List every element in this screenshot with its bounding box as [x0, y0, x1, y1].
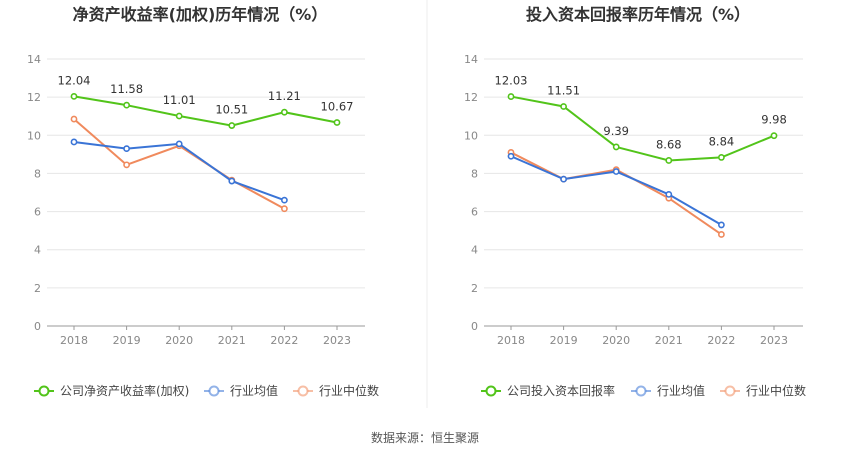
data-point	[70, 92, 78, 100]
data-point	[718, 231, 725, 238]
chart-title: 投入资本回报率历年情况（%）	[526, 5, 750, 24]
legend-item-3: 行业中位数	[720, 383, 806, 398]
y-tick-label: 4	[471, 244, 478, 257]
y-tick-label: 4	[34, 244, 41, 257]
data-point	[507, 93, 515, 100]
legend-marker	[297, 385, 309, 397]
data-point	[612, 168, 620, 175]
data-point	[228, 177, 236, 185]
data-label: 11.21	[268, 89, 301, 103]
legend-marker	[635, 385, 647, 397]
data-point	[333, 119, 341, 126]
series-line-3	[510, 151, 722, 236]
data-point	[228, 122, 236, 129]
y-tick-label: 0	[34, 320, 41, 333]
data-label: 10.67	[321, 100, 354, 114]
data-label: 8.68	[656, 137, 682, 151]
data-point	[123, 101, 130, 109]
series-line-1	[510, 95, 775, 162]
series-line-3	[73, 118, 285, 210]
y-tick-label: 2	[34, 282, 41, 295]
y-tick-label: 12	[464, 91, 478, 104]
x-tick-label: 2018	[60, 334, 88, 347]
y-tick-label: 0	[471, 320, 478, 333]
legend-item-2: 行业均值	[204, 383, 278, 398]
data-point	[175, 140, 183, 148]
legend-item-1: 公司投入资本回报率	[481, 383, 615, 398]
data-point	[280, 108, 288, 116]
y-tick-label: 8	[34, 167, 41, 180]
legend-label: 公司投入资本回报率	[507, 383, 615, 398]
legend-marker	[38, 385, 50, 397]
y-tick-label: 10	[464, 129, 478, 142]
x-tick-label: 2021	[218, 334, 246, 347]
data-point	[123, 161, 130, 169]
data-label: 12.03	[495, 74, 528, 88]
y-tick-label: 6	[34, 206, 41, 219]
data-point	[665, 157, 673, 164]
data-point	[507, 152, 515, 160]
legend-label: 行业中位数	[319, 383, 379, 398]
legend-label: 公司净资产收益率(加权)	[60, 383, 189, 398]
data-point	[560, 103, 567, 110]
data-point	[718, 221, 725, 229]
data-label: 12.04	[58, 73, 91, 87]
legend-label: 行业均值	[230, 383, 278, 398]
data-point	[123, 145, 130, 153]
x-tick-label: 2018	[497, 334, 525, 347]
x-tick-label: 2020	[165, 334, 193, 347]
source-text: 数据来源：恒生聚源	[371, 430, 479, 445]
x-tick-label: 2019	[550, 334, 578, 347]
data-point	[280, 196, 288, 204]
data-point	[175, 112, 183, 120]
legend-marker	[485, 385, 497, 397]
x-tick-label: 2023	[323, 334, 351, 347]
data-point	[665, 191, 673, 198]
data-point	[718, 154, 725, 161]
data-label: 9.98	[761, 113, 787, 127]
data-label: 10.51	[215, 103, 248, 117]
x-tick-label: 2023	[760, 334, 788, 347]
data-label: 11.01	[163, 93, 196, 107]
x-tick-label: 2022	[270, 334, 298, 347]
chart-title: 净资产收益率(加权)历年情况（%）	[73, 5, 328, 24]
data-point	[770, 132, 778, 140]
y-tick-label: 14	[27, 53, 41, 66]
series-line-1	[73, 95, 338, 127]
y-tick-label: 10	[27, 129, 41, 142]
data-label: 11.51	[547, 83, 580, 97]
legend-label: 行业中位数	[746, 383, 806, 398]
data-label: 11.58	[110, 82, 143, 96]
data-point	[70, 115, 78, 123]
data-point	[612, 143, 620, 151]
y-tick-label: 14	[464, 53, 478, 66]
chart-panel-2: 投入资本回报率历年情况（%） 0 2 4 6 8 10 12 14 2018 2019 2020 202…	[464, 5, 806, 398]
x-tick-label: 2020	[602, 334, 630, 347]
data-point	[280, 205, 288, 213]
x-tick-label: 2022	[707, 334, 735, 347]
x-tick-label: 2021	[655, 334, 683, 347]
data-label: 9.39	[603, 124, 629, 138]
legend-item-3: 行业中位数	[293, 383, 379, 398]
legend-marker	[724, 385, 736, 397]
y-tick-label: 12	[27, 91, 41, 104]
y-tick-label: 6	[471, 206, 478, 219]
data-point	[560, 175, 567, 183]
x-tick-label: 2019	[113, 334, 141, 347]
y-tick-label: 8	[471, 167, 478, 180]
legend-marker	[208, 385, 220, 397]
legend-label: 行业均值	[657, 383, 705, 398]
data-point	[70, 138, 78, 146]
y-tick-label: 2	[471, 282, 478, 295]
data-label: 8.84	[709, 134, 735, 148]
chart-panel-1: 净资产收益率(加权)历年情况（%） 0 2 4 6 8 10 12 14 2018 2019 2020…	[27, 5, 379, 398]
legend-item-1: 公司净资产收益率(加权)	[34, 383, 189, 398]
legend-item-2: 行业均值	[631, 383, 705, 398]
